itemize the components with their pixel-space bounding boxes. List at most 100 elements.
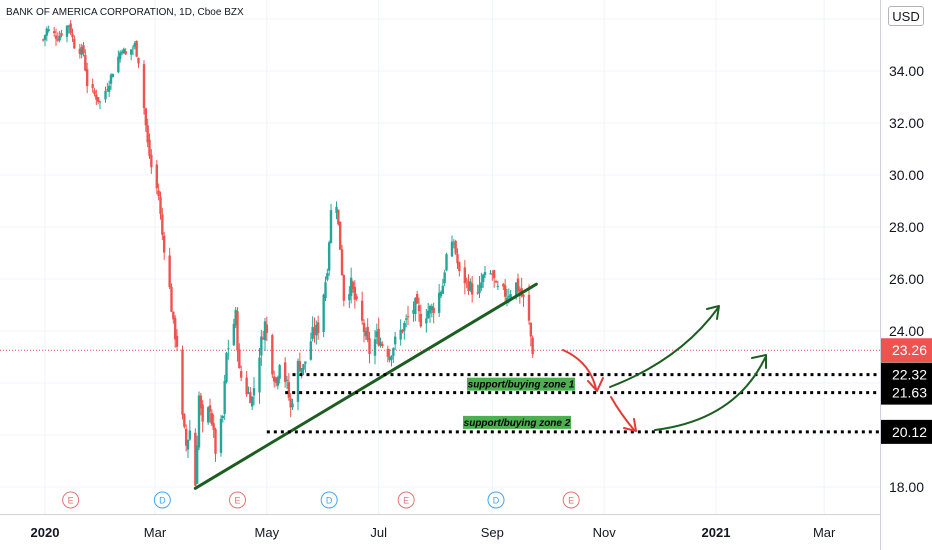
zone-label-box — [463, 415, 571, 429]
x-tick-label: Mar — [813, 525, 836, 540]
candle-body — [227, 348, 230, 350]
candle-body — [337, 209, 340, 225]
down-arrow-2-head — [623, 418, 637, 432]
candle-body — [245, 377, 248, 395]
candle-body — [43, 35, 47, 40]
candle-body — [494, 281, 498, 283]
candle-body — [379, 341, 382, 346]
candle-body — [289, 398, 292, 408]
candle-body — [316, 322, 320, 334]
candle-body — [168, 255, 171, 288]
candle-body — [467, 280, 470, 291]
candle-body — [469, 281, 472, 291]
candle-body — [368, 338, 371, 355]
candle-body — [287, 382, 291, 398]
support-level-tag: 22.32 — [892, 367, 927, 383]
candle-body — [111, 74, 115, 78]
candle-body — [456, 254, 459, 264]
candle-body — [458, 262, 461, 272]
candle-body — [183, 414, 186, 427]
candle-body — [366, 326, 369, 340]
candle-body — [276, 377, 280, 386]
candle-body — [300, 367, 303, 374]
candle-body — [452, 243, 456, 245]
candle-body — [265, 324, 269, 333]
support-level-tag: 21.63 — [892, 385, 927, 401]
earnings-marker — [397, 491, 415, 509]
candle-body — [219, 418, 223, 453]
candle-body — [401, 329, 404, 333]
candle-body — [221, 415, 225, 419]
candle-body — [78, 48, 82, 54]
candle-body — [181, 349, 184, 415]
candle-body — [133, 43, 137, 47]
candle-body — [232, 323, 236, 346]
candle-body — [82, 45, 85, 54]
candle-body — [304, 361, 307, 364]
candle-body — [107, 85, 111, 92]
candle-body — [201, 404, 204, 422]
candle-body — [47, 29, 50, 31]
candle-body — [117, 56, 120, 73]
candle-body — [445, 254, 448, 271]
candle-body — [329, 210, 333, 243]
candle-body — [95, 94, 98, 100]
candle-body — [84, 54, 87, 71]
candle-body — [170, 286, 173, 312]
candle-body — [503, 285, 507, 297]
up-arrow-2-head — [751, 354, 767, 369]
y-tick-label: 26.00 — [889, 271, 924, 287]
candle-body — [417, 305, 421, 312]
candle-body — [54, 35, 58, 39]
candle-body — [144, 108, 148, 126]
candle-body — [155, 164, 159, 189]
candle-body — [426, 310, 430, 318]
candle-body — [309, 341, 313, 360]
candle-body — [247, 392, 250, 394]
candle-body — [298, 361, 302, 372]
candle-body — [197, 395, 201, 448]
zone-label-text: support/buying zone 2 — [464, 418, 571, 429]
candle-body — [342, 275, 346, 301]
candle-body — [225, 352, 228, 382]
candle-body — [104, 90, 107, 100]
candle-body — [505, 297, 509, 301]
event-marker-label: E — [234, 496, 240, 506]
candle-body — [509, 294, 512, 299]
candle-body — [430, 306, 434, 311]
candle-body — [415, 294, 419, 304]
candle-body — [514, 282, 518, 298]
support-trendline — [193, 282, 538, 490]
candle-body — [522, 294, 525, 297]
candle-body — [223, 380, 226, 414]
candle-body — [478, 285, 481, 294]
event-marker-label: D — [159, 496, 166, 506]
y-tick-label: 24.00 — [889, 323, 924, 339]
zone-label-text: support/buying zone 1 — [468, 380, 575, 391]
candle-body — [188, 430, 192, 440]
candle-body — [45, 28, 49, 36]
candle-body — [93, 90, 96, 94]
y-tick-label: 34.00 — [889, 63, 924, 79]
zone-label-box — [467, 377, 575, 391]
candle-body — [362, 322, 366, 332]
candle-body — [212, 423, 215, 430]
candle-body — [315, 324, 318, 336]
x-tick-label: 2021 — [702, 525, 731, 540]
last-price-tag-bg — [881, 338, 932, 363]
candle-body — [206, 407, 210, 423]
candle-body — [481, 274, 485, 283]
support-level-tag-bg — [881, 380, 932, 405]
currency-button[interactable]: USD — [888, 6, 924, 26]
candle-body — [238, 349, 241, 369]
candle-body — [91, 84, 94, 88]
candle-body — [124, 51, 127, 55]
candle-body — [159, 196, 162, 214]
candle-body — [157, 190, 160, 197]
candle-body — [463, 267, 467, 284]
candle-body — [489, 273, 492, 275]
x-tick-label: Sep — [481, 525, 504, 540]
candle-body — [184, 428, 188, 446]
candle-body — [322, 294, 325, 332]
